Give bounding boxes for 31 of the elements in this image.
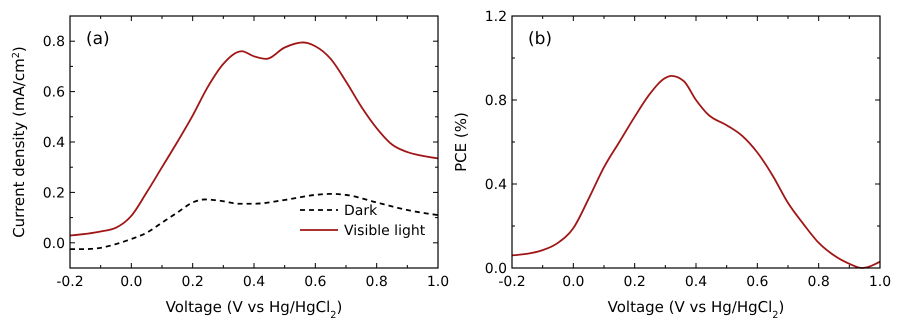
x-tick-label: 0.0 (120, 274, 142, 290)
y-tick-label: 0.8 (484, 93, 507, 109)
legend-label: Dark (344, 203, 378, 219)
x-tick-label: 0.2 (182, 274, 204, 290)
y-tick-label: 0.0 (484, 261, 507, 277)
x-tick-label: 0.6 (746, 274, 769, 290)
x-tick-label: -0.2 (56, 274, 84, 290)
y-axis-title: PCE (%) (452, 112, 470, 172)
x-tick-label: 1.0 (868, 274, 892, 290)
x-tick-label: 0.8 (808, 274, 830, 290)
x-tick-label: 0.4 (684, 274, 708, 290)
x-tick-label: -0.2 (498, 274, 526, 290)
y-tick-label: 1.2 (484, 9, 507, 25)
legend-label: Visible light (344, 223, 426, 239)
y-tick-label: 0.8 (42, 34, 65, 50)
line-series (511, 74, 881, 269)
annotation: (b) (528, 29, 552, 49)
x-tick-label: 0.8 (366, 274, 388, 290)
y-tick-label: 0.4 (484, 177, 508, 193)
x-tick-label: 0.6 (304, 274, 327, 290)
annotation: (a) (86, 29, 110, 49)
y-tick-label: 0.4 (42, 135, 66, 151)
y-tick-label: 0.0 (42, 236, 65, 252)
y-tick-label: 0.6 (42, 84, 66, 101)
x-tick-label: 0.2 (624, 274, 646, 290)
x-tick-label: 1.0 (426, 274, 450, 290)
x-tick-label: 0.4 (242, 274, 266, 290)
x-axis-title: Voltage (V vs Hg/HgCl$_{2}$) (166, 298, 342, 320)
x-tick-label: 0.0 (562, 274, 584, 290)
y-tick-label: 0.2 (42, 185, 65, 202)
x-axis-title: Voltage (V vs Hg/HgCl$_{2}$) (608, 298, 784, 320)
